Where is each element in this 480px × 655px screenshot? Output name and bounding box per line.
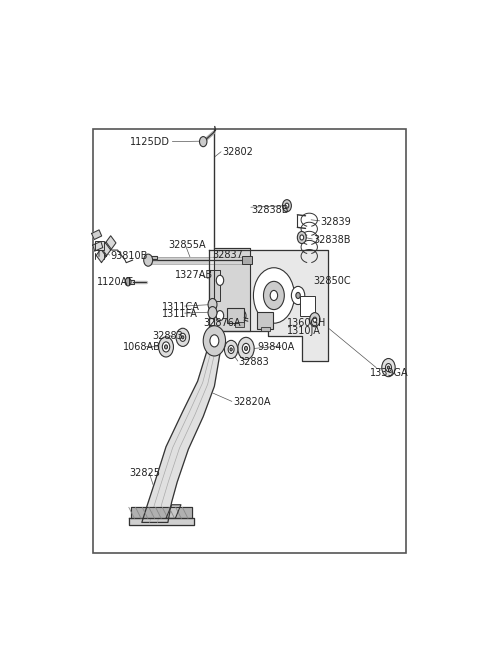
Circle shape [239, 310, 246, 321]
Bar [257, 312, 273, 329]
Text: 1068AB: 1068AB [123, 342, 161, 352]
Circle shape [291, 286, 305, 305]
Polygon shape [106, 236, 116, 250]
Polygon shape [209, 271, 220, 301]
Circle shape [285, 203, 289, 208]
Circle shape [228, 345, 234, 354]
Polygon shape [101, 242, 111, 256]
Polygon shape [130, 280, 133, 284]
Circle shape [310, 312, 320, 327]
Circle shape [387, 366, 390, 369]
Polygon shape [93, 242, 103, 251]
Text: 32883: 32883 [152, 331, 182, 341]
Circle shape [296, 292, 300, 299]
Text: 32820A: 32820A [233, 398, 271, 407]
Circle shape [144, 254, 153, 266]
Circle shape [162, 342, 170, 352]
Circle shape [385, 364, 392, 371]
Circle shape [208, 299, 217, 310]
Text: 32802: 32802 [222, 147, 252, 157]
Circle shape [264, 282, 284, 310]
Circle shape [216, 275, 224, 286]
Circle shape [216, 310, 224, 321]
Circle shape [210, 335, 219, 347]
Text: 32838B: 32838B [252, 205, 289, 215]
Circle shape [181, 336, 184, 339]
Polygon shape [129, 518, 194, 525]
Polygon shape [142, 336, 220, 523]
Bar [300, 297, 315, 316]
Text: 1125DD: 1125DD [130, 137, 170, 147]
Circle shape [165, 345, 168, 349]
Polygon shape [215, 248, 250, 331]
Circle shape [230, 348, 232, 351]
Circle shape [125, 278, 131, 286]
Circle shape [270, 290, 277, 301]
Circle shape [225, 341, 238, 358]
Polygon shape [92, 230, 102, 240]
Circle shape [282, 200, 291, 212]
Text: 32850C: 32850C [313, 276, 350, 286]
Circle shape [203, 326, 226, 356]
Bar [235, 322, 244, 328]
Polygon shape [131, 507, 192, 518]
Circle shape [200, 137, 207, 147]
Circle shape [382, 358, 395, 377]
Text: 32837: 32837 [213, 250, 243, 260]
Polygon shape [96, 248, 107, 263]
Circle shape [238, 337, 254, 360]
Bar [94, 129, 406, 553]
Circle shape [253, 268, 294, 323]
Text: 93840A: 93840A [257, 342, 294, 352]
Text: 32838B: 32838B [313, 235, 350, 245]
Bar [261, 328, 270, 331]
Circle shape [176, 328, 190, 346]
Circle shape [208, 307, 217, 319]
Circle shape [300, 235, 304, 240]
Text: 32825: 32825 [129, 468, 160, 478]
Text: 93810B: 93810B [110, 251, 147, 261]
Bar [242, 256, 252, 264]
Text: 1311CA: 1311CA [162, 302, 200, 312]
Polygon shape [149, 256, 156, 264]
Text: 1339GA: 1339GA [370, 368, 408, 378]
Circle shape [297, 231, 306, 244]
Circle shape [313, 317, 317, 322]
Polygon shape [166, 505, 181, 518]
Text: 32876A: 32876A [203, 318, 240, 328]
Text: 1120AT: 1120AT [97, 277, 133, 287]
Circle shape [158, 337, 173, 357]
Circle shape [242, 343, 250, 354]
Text: 1311FA: 1311FA [162, 309, 198, 319]
Circle shape [180, 333, 186, 341]
Bar [96, 241, 104, 250]
Text: 1360GH: 1360GH [287, 318, 326, 328]
Text: 1310JA: 1310JA [287, 326, 321, 336]
Circle shape [244, 346, 248, 350]
Polygon shape [209, 250, 328, 361]
Bar [228, 308, 244, 323]
Text: 32839: 32839 [321, 217, 351, 227]
Text: 1327AB: 1327AB [175, 271, 214, 280]
Text: 32883: 32883 [239, 357, 269, 367]
Text: 32855A: 32855A [168, 240, 205, 250]
